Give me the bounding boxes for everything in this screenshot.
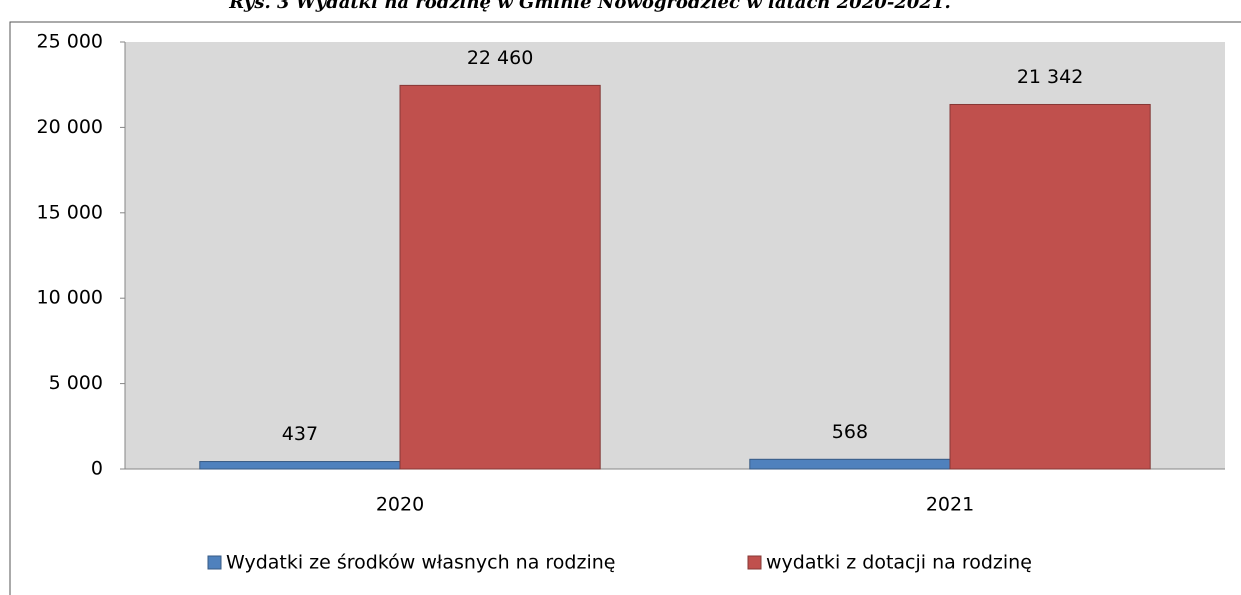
bar (399, 84, 601, 470)
y-tick-label: 0 (91, 458, 103, 480)
bar (949, 103, 1151, 470)
legend-label: Wydatki ze środków własnych na rodzinę (226, 552, 615, 574)
legend-swatch (207, 555, 222, 570)
y-tick-label: 15 000 (37, 201, 103, 223)
data-label: 568 (832, 421, 868, 443)
chart-title: Rys. 3 Wydatki na rodzinę w Gminie Nowog… (228, 0, 950, 13)
data-label: 437 (282, 423, 318, 445)
x-tick-label: 2020 (376, 494, 424, 516)
y-tick-label: 5 000 (49, 372, 103, 394)
data-label: 22 460 (467, 47, 533, 69)
y-tick-label: 20 000 (37, 116, 103, 138)
y-tick-label: 25 000 (37, 31, 103, 53)
legend-label: wydatki z dotacji na rodzinę (766, 552, 1032, 574)
x-tick-label: 2021 (926, 494, 974, 516)
data-label: 21 342 (1017, 66, 1083, 88)
bar (749, 458, 951, 470)
y-tick-label: 10 000 (37, 287, 103, 309)
legend-swatch (747, 555, 762, 570)
bar (199, 461, 401, 470)
